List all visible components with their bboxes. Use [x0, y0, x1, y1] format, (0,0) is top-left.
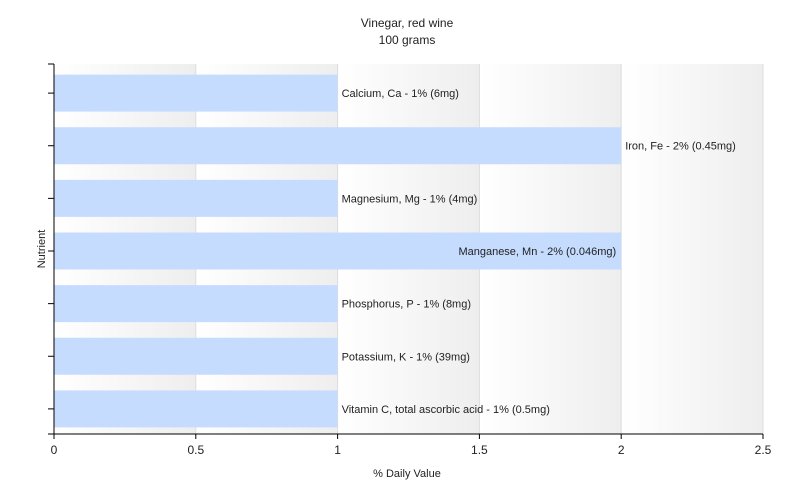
- bar: [54, 232, 622, 270]
- bar-label: Vitamin C, total ascorbic acid - 1% (0.5…: [342, 404, 550, 416]
- chart-subtitle: 100 grams: [379, 33, 436, 47]
- x-tick-label: 1.5: [471, 443, 488, 457]
- bar-label: Potassium, K - 1% (39mg): [342, 351, 470, 363]
- chart-title: Vinegar, red wine: [361, 16, 454, 30]
- x-axis-title: % Daily Value: [373, 468, 441, 480]
- bar-label: Phosphorus, P - 1% (8mg): [342, 299, 471, 311]
- bar: [54, 390, 338, 428]
- x-tick-label: 2: [618, 443, 625, 457]
- bar: [54, 285, 338, 323]
- bar-label: Manganese, Mn - 2% (0.046mg): [458, 246, 616, 258]
- x-tick-label: 0.5: [187, 443, 204, 457]
- bar: [54, 337, 338, 375]
- bar-label: Magnesium, Mg - 1% (4mg): [342, 193, 478, 205]
- bar: [54, 179, 338, 217]
- x-tick-label: 2.5: [755, 443, 772, 457]
- bar-label: Iron, Fe - 2% (0.45mg): [625, 141, 736, 153]
- x-tick-label: 1: [334, 443, 341, 457]
- bar: [54, 127, 622, 165]
- bar-label: Calcium, Ca - 1% (6mg): [342, 88, 459, 100]
- x-tick-label: 0: [51, 443, 58, 457]
- plot-background-band: [621, 64, 763, 434]
- bar: [54, 74, 338, 112]
- y-axis-title: Nutrient: [36, 230, 48, 269]
